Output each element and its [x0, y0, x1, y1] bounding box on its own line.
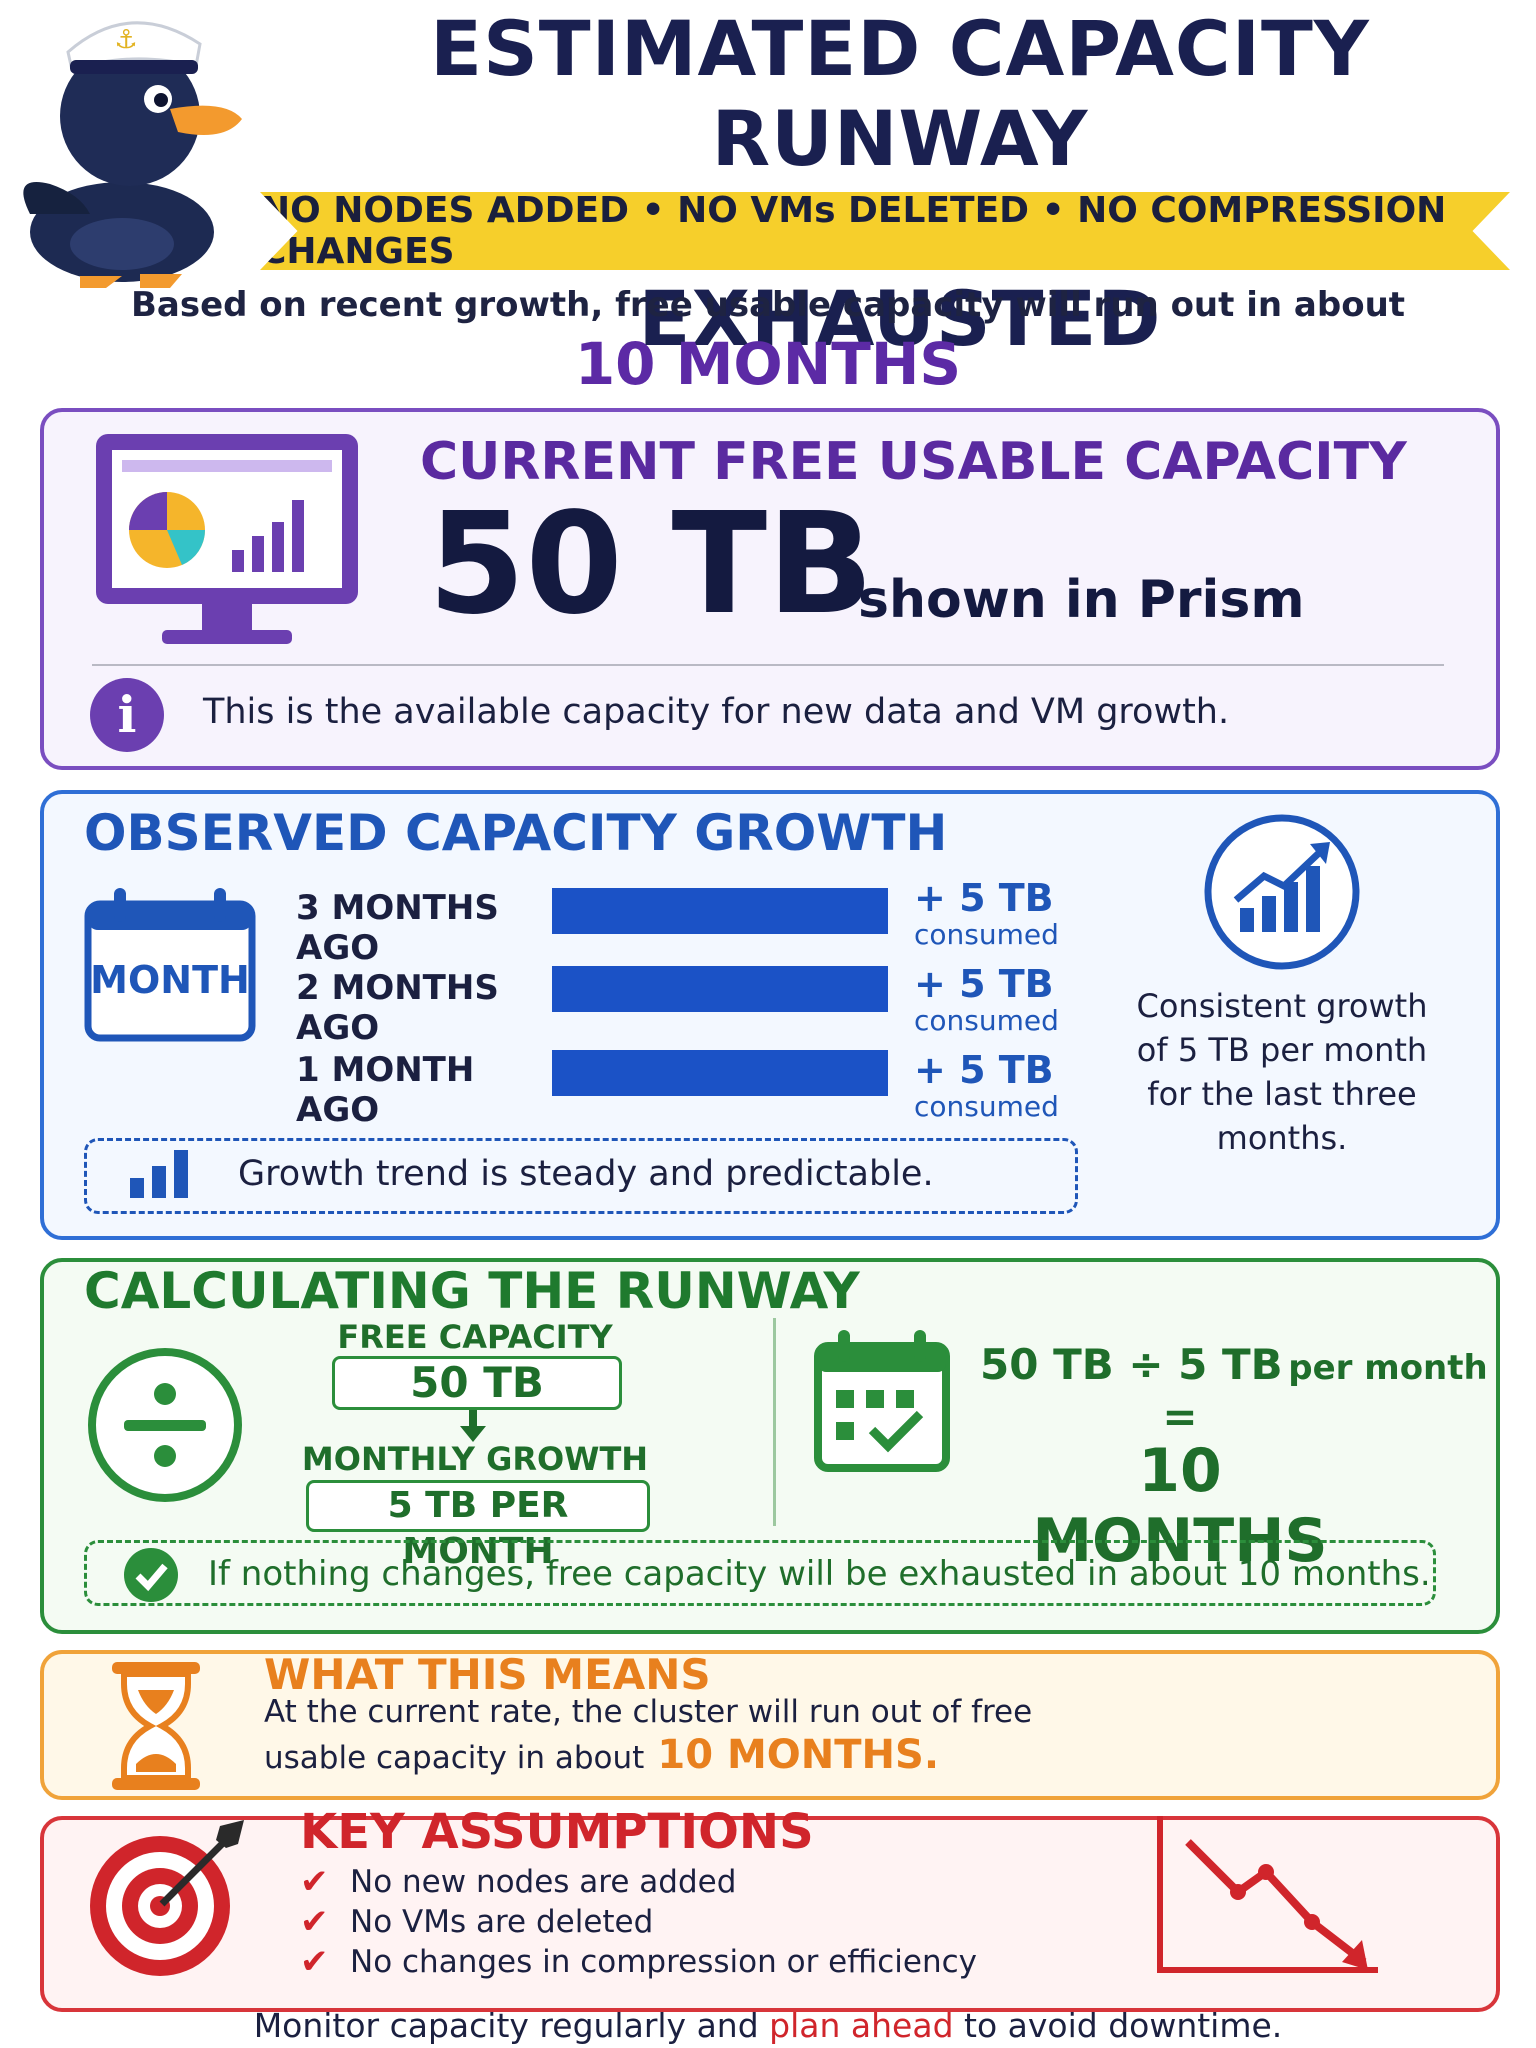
- divider: [92, 664, 1444, 666]
- title-line-1: ESTIMATED CAPACITY RUNWAY: [430, 4, 1370, 183]
- growth-unit: consumed: [914, 1004, 1059, 1037]
- declining-chart-icon: [1156, 1812, 1386, 1982]
- footer-highlight: plan ahead: [769, 2006, 954, 2045]
- growth-unit: consumed: [914, 1090, 1059, 1123]
- meaning-line-1: At the current rate, the cluster will ru…: [264, 1694, 1033, 1730]
- intro-runway-value: 10 MONTHS: [574, 330, 962, 398]
- runway-card: [40, 1258, 1500, 1634]
- growth-unit: consumed: [914, 918, 1059, 951]
- side-note-line: months.: [1216, 1119, 1348, 1157]
- current-capacity-heading: CURRENT FREE USABLE CAPACITY: [420, 432, 1407, 492]
- check-icon: ✔: [300, 1942, 329, 1982]
- section-divider: [773, 1318, 776, 1526]
- assumption-text: No VMs are deleted: [350, 1904, 654, 1940]
- current-capacity-value: 50 TB: [428, 483, 874, 646]
- info-text: This is the available capacity for new d…: [203, 692, 1230, 732]
- current-capacity-suffix: shown in Prism: [858, 570, 1305, 630]
- check-circle-icon: [122, 1546, 180, 1604]
- assumptions-card: [40, 1816, 1500, 2012]
- bar-chart-icon: [128, 1148, 198, 1200]
- meaning-line-2: usable capacity in about 10 MONTHS.: [264, 1732, 939, 1778]
- runway-heading: CALCULATING THE RUNWAY: [84, 1262, 860, 1320]
- meaning-card: [40, 1650, 1500, 1800]
- growth-bar: [552, 966, 888, 1012]
- duck-mascot-icon: ⚓: [10, 4, 250, 294]
- growth-amount: + 5 TB: [914, 1048, 1054, 1092]
- hourglass-icon: [108, 1660, 204, 1792]
- observed-growth-heading: OBSERVED CAPACITY GROWTH: [84, 804, 948, 862]
- calendar-check-icon: [812, 1328, 952, 1478]
- assumption-text: No changes in compression or efficiency: [350, 1944, 977, 1980]
- assumptions-banner: NO NODES ADDED • NO VMs DELETED • NO COM…: [260, 192, 1510, 270]
- meaning-highlight: 10 MONTHS.: [657, 1732, 940, 1778]
- growth-amount: + 5 TB: [914, 962, 1054, 1006]
- assumptions-heading: KEY ASSUMPTIONS: [300, 1804, 814, 1860]
- growth-side-note: Consistent growth of 5 TB per month for …: [1102, 984, 1462, 1160]
- growth-bar: [552, 1050, 888, 1096]
- growth-row-label: 2 MONTHS AGO: [296, 968, 499, 1048]
- trend-note-text: Growth trend is steady and predictable.: [238, 1154, 934, 1194]
- free-capacity-value: 50 TB: [332, 1356, 622, 1410]
- growth-row-label: 3 MONTHS AGO: [296, 888, 499, 968]
- footer-text-before: Monitor capacity regularly and: [253, 2006, 759, 2045]
- equation-lhs: 50 TB ÷ 5 TB: [980, 1340, 1283, 1389]
- calendar-icon: [84, 886, 256, 1044]
- equation: 50 TB ÷ 5 TB per month: [980, 1340, 1488, 1389]
- assumption-text: No new nodes are added: [350, 1864, 737, 1900]
- conclusion-text: If nothing changes, free capacity will b…: [208, 1554, 1431, 1594]
- info-icon: i: [90, 678, 164, 752]
- meaning-heading: WHAT THIS MEANS: [264, 1650, 711, 1699]
- monthly-growth-label: MONTHLY GROWTH: [301, 1440, 649, 1478]
- free-capacity-label: FREE CAPACITY: [337, 1318, 613, 1356]
- check-icon: ✔: [300, 1902, 329, 1942]
- list-item: ✔ No changes in compression or efficienc…: [300, 1942, 977, 1982]
- side-note-line: of 5 TB per month: [1136, 1031, 1428, 1069]
- assumptions-list: ✔ No new nodes are added ✔ No VMs are de…: [300, 1862, 977, 1982]
- calendar-label: MONTH: [90, 958, 250, 1002]
- intro-text: Based on recent growth, free usable capa…: [130, 285, 1406, 325]
- arrow-down-icon: [458, 1410, 488, 1444]
- equation-unit: per month: [1288, 1348, 1488, 1388]
- trending-up-icon: [1202, 812, 1362, 972]
- monthly-growth-value: 5 TB PER MONTH: [306, 1480, 650, 1572]
- equals-sign: =: [1162, 1392, 1198, 1441]
- growth-row-label: 1 MONTH AGO: [296, 1050, 475, 1130]
- footer-note: Monitor capacity regularly and plan ahea…: [0, 2006, 1536, 2045]
- divide-icon: [86, 1346, 244, 1504]
- trend-note-box: [84, 1138, 1078, 1214]
- list-item: ✔ No new nodes are added: [300, 1862, 977, 1902]
- meaning-line-2-text: usable capacity in about: [264, 1740, 645, 1776]
- monitor-chart-icon: [92, 430, 362, 650]
- conclusion-box: [84, 1540, 1436, 1606]
- check-icon: ✔: [300, 1862, 329, 1902]
- side-note-line: for the last three: [1147, 1075, 1417, 1113]
- growth-amount: + 5 TB: [914, 876, 1054, 920]
- footer-text-after: to avoid downtime.: [964, 2006, 1283, 2045]
- list-item: ✔ No VMs are deleted: [300, 1902, 977, 1942]
- svg-text:⚓: ⚓: [114, 25, 137, 55]
- target-icon: [80, 1814, 250, 1984]
- growth-bar: [552, 888, 888, 934]
- side-note-line: Consistent growth: [1136, 987, 1428, 1025]
